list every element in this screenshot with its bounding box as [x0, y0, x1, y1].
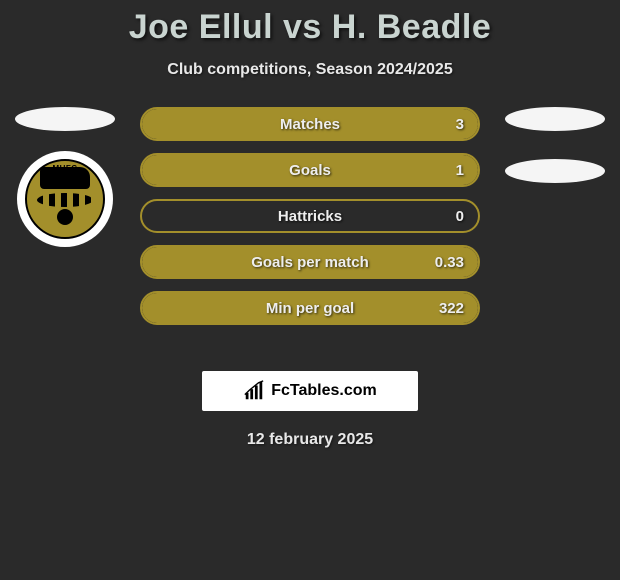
infographic-container: Joe Ellul vs H. Beadle Club competitions…: [0, 0, 620, 449]
subtitle: Club competitions, Season 2024/2025: [0, 61, 620, 79]
stat-bars: Matches 3 Goals 1 Hattricks 0 Goals per match 0…: [140, 107, 480, 337]
stat-bar-value: 322: [439, 300, 464, 317]
stat-bar: Goals per match 0.33: [140, 245, 480, 279]
club-badge-inner: MUFC: [25, 159, 105, 239]
player-right-placeholder-2: [505, 159, 605, 183]
comparison-area: MUFC Matches 3 Goals 1 Hattricks 0 Goals per m…: [0, 107, 620, 347]
footer-logo-text: FcTables.com: [271, 382, 377, 400]
club-badge-ball-icon: [57, 209, 73, 225]
club-badge: MUFC: [17, 151, 113, 247]
club-badge-lion-icon: [40, 167, 90, 189]
player-right-placeholder-1: [505, 107, 605, 131]
stat-bar-label: Min per goal: [266, 300, 354, 317]
date-label: 12 february 2025: [0, 431, 620, 449]
footer-logo[interactable]: FcTables.com: [202, 371, 418, 411]
page-title: Joe Ellul vs H. Beadle: [0, 8, 620, 47]
club-badge-waves-icon: [37, 193, 93, 207]
stat-bar-value: 3: [456, 116, 464, 133]
stat-bar-label: Goals: [289, 162, 331, 179]
chart-icon: [243, 380, 265, 402]
club-badge-wrap: MUFC: [10, 151, 120, 247]
left-column: MUFC: [10, 107, 120, 247]
stat-bar: Min per goal 322: [140, 291, 480, 325]
stat-bar-value: 1: [456, 162, 464, 179]
stat-bar-label: Hattricks: [278, 208, 342, 225]
stat-bar: Goals 1: [140, 153, 480, 187]
player-left-placeholder: [15, 107, 115, 131]
stat-bar: Matches 3: [140, 107, 480, 141]
stat-bar-value: 0: [456, 208, 464, 225]
right-column: [500, 107, 610, 183]
stat-bar-label: Matches: [280, 116, 340, 133]
stat-bar-value: 0.33: [435, 254, 464, 271]
stat-bar-label: Goals per match: [251, 254, 369, 271]
stat-bar: Hattricks 0: [140, 199, 480, 233]
